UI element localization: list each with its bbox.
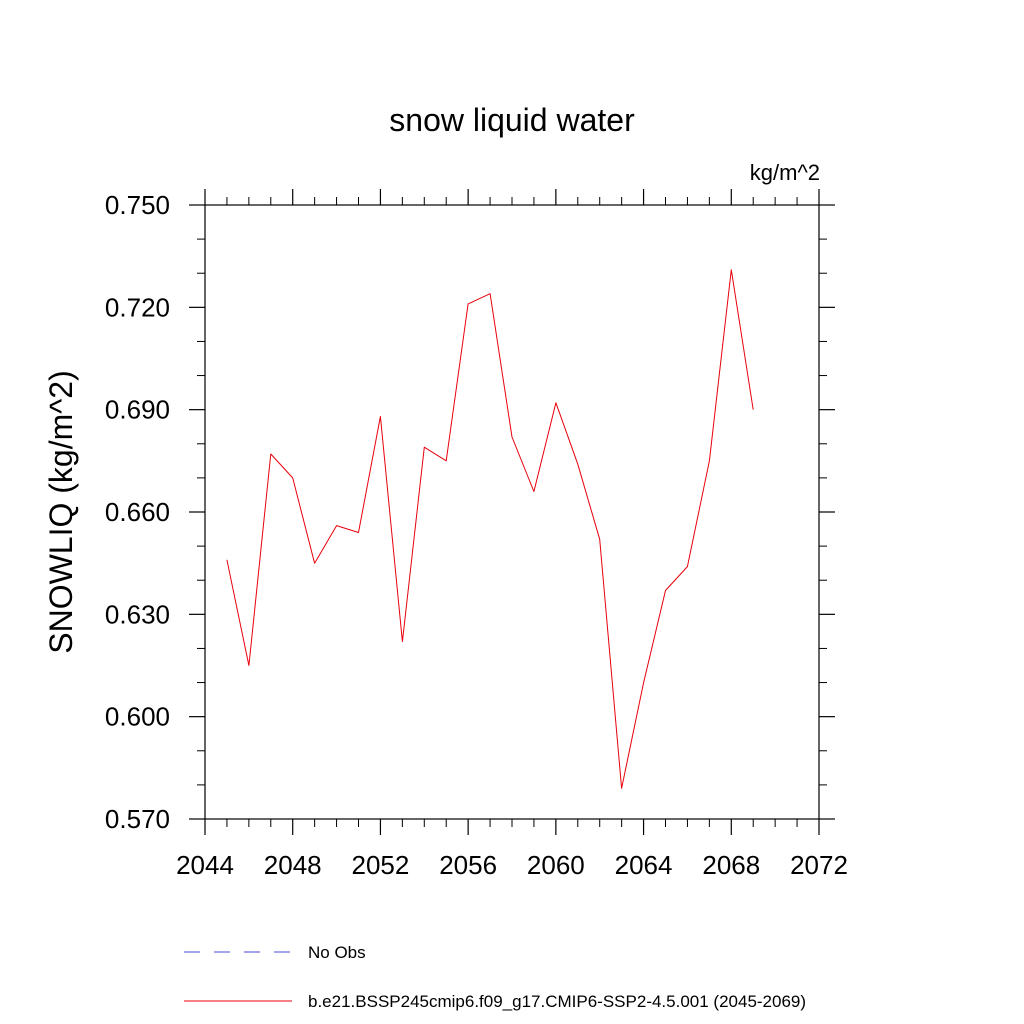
- plot-frame: [204, 204, 820, 820]
- series-group: [226, 269, 754, 789]
- chart-title: snow liquid water: [389, 102, 635, 138]
- x-tick-label: 2048: [264, 850, 322, 880]
- x-axis-ticks: [204, 189, 820, 835]
- y-axis-ticks: [189, 204, 835, 820]
- y-axis-tick-labels: 0.570 0.600 0.630 0.660 0.690 0.720 0.750: [105, 190, 170, 834]
- y-tick-label: 0.630: [105, 599, 170, 629]
- x-tick-label: 2056: [439, 850, 497, 880]
- legend-label-no-obs: No Obs: [308, 943, 366, 962]
- y-tick-label: 0.570: [105, 804, 170, 834]
- x-axis-tick-labels: 2044 2048 2052 2056 2060 2064 2068 2072: [176, 850, 848, 880]
- x-tick-label: 2068: [702, 850, 760, 880]
- y-axis-label: SNOWLIQ (kg/m^2): [43, 370, 79, 653]
- legend-label-model: b.e21.BSSP245cmip6.f09_g17.CMIP6-SSP2-4.…: [308, 992, 806, 1011]
- legend: No Obs b.e21.BSSP245cmip6.f09_g17.CMIP6-…: [184, 943, 806, 1011]
- x-tick-label: 2064: [615, 850, 673, 880]
- x-tick-label: 2060: [527, 850, 585, 880]
- y-tick-label: 0.750: [105, 190, 170, 220]
- y-tick-label: 0.660: [105, 497, 170, 527]
- series-line-0: [226, 269, 754, 789]
- y-tick-label: 0.720: [105, 292, 170, 322]
- x-tick-label: 2044: [176, 850, 234, 880]
- y-tick-label: 0.600: [105, 702, 170, 732]
- x-tick-label: 2052: [352, 850, 410, 880]
- units-label: kg/m^2: [750, 160, 820, 185]
- y-tick-label: 0.690: [105, 395, 170, 425]
- x-tick-label: 2072: [790, 850, 848, 880]
